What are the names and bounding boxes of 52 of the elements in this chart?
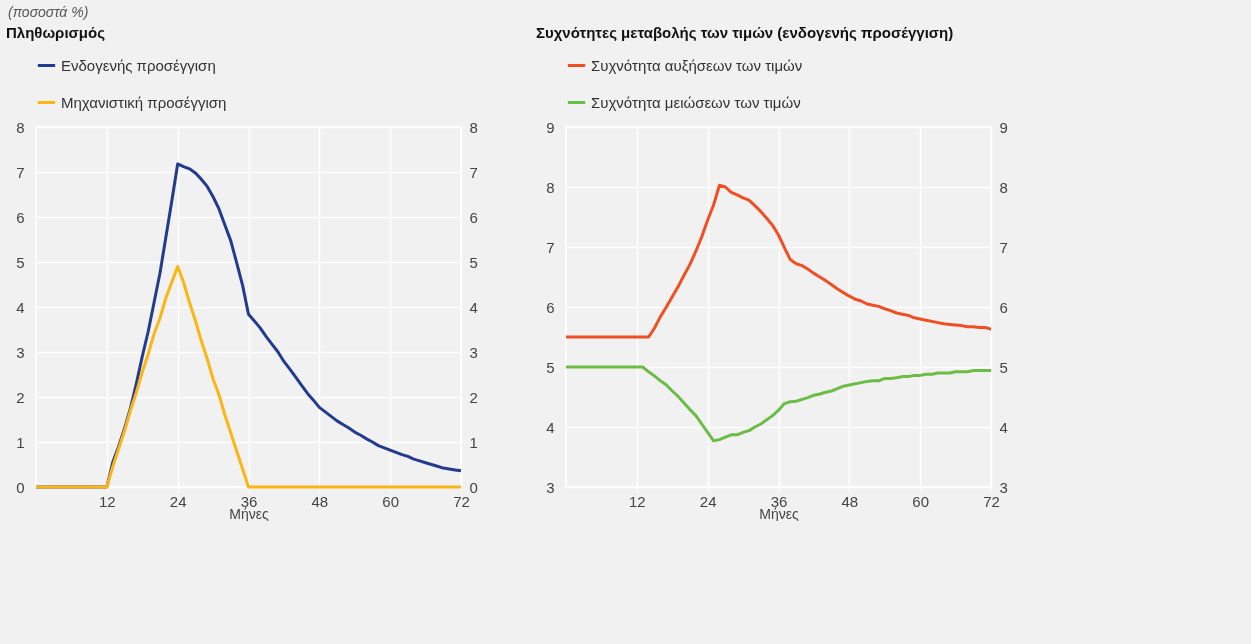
y2-tick-label: 5	[999, 358, 1008, 376]
x-tick-label: 48	[841, 492, 859, 510]
legend-label: Ενδογενής προσέγγιση	[61, 56, 216, 74]
y-tick-label: 5	[16, 253, 25, 271]
y2-tick-label: 2	[469, 388, 478, 406]
y2-tick-label: 3	[469, 343, 478, 361]
x-tick-label: 24	[169, 492, 187, 510]
y-tick-label: 4	[16, 298, 25, 316]
x-tick-label: 72	[983, 492, 1000, 510]
y-tick-label: 8	[546, 178, 555, 196]
x-tick-label: 60	[382, 492, 400, 510]
y2-tick-label: 0	[469, 478, 478, 496]
y2-tick-label: 4	[999, 418, 1008, 436]
line-series	[564, 365, 993, 443]
y-tick-label: 6	[546, 298, 555, 316]
x-tick-label: 24	[699, 492, 717, 510]
y2-tick-label: 8	[469, 118, 478, 136]
y-tick-label: 6	[16, 208, 25, 226]
y2-tick-label: 9	[999, 118, 1008, 136]
line-series	[34, 265, 463, 489]
x-tick-label: 60	[912, 492, 930, 510]
chart-title: Πληθωρισμός	[6, 24, 106, 41]
y-tick-label: 7	[546, 238, 555, 256]
y2-tick-label: 6	[999, 298, 1008, 316]
text: (ποσοστά %)	[8, 4, 89, 20]
y2-tick-label: 8	[999, 178, 1008, 196]
legend-label: Συχνότητα αυξήσεων των τιμών	[591, 56, 803, 74]
x-tick-label: 12	[98, 492, 116, 510]
legend-label: Μηχανιστική προσέγγιση	[61, 93, 227, 111]
y-tick-label: 4	[546, 418, 555, 436]
y2-tick-label: 3	[999, 478, 1008, 496]
y-tick-label: 1	[16, 433, 25, 451]
legend-label: Συχνότητα μειώσεων των τιμών	[591, 93, 801, 111]
chart-title: Συχνότητες μεταβολής των τιμών (ενδογενής προσέγγιση)	[536, 24, 954, 41]
y-tick-label: 9	[546, 118, 555, 136]
x-tick-label: 72	[453, 492, 470, 510]
x-tick-label: 48	[311, 492, 329, 510]
y-tick-label: 0	[16, 478, 25, 496]
y-tick-label: 3	[16, 343, 25, 361]
y2-tick-label: 6	[469, 208, 478, 226]
y2-tick-label: 5	[469, 253, 478, 271]
y2-tick-label: 4	[469, 298, 478, 316]
y2-tick-label: 7	[999, 238, 1008, 256]
y-tick-label: 2	[16, 388, 25, 406]
y2-tick-label: 1	[469, 433, 478, 451]
y-tick-label: 5	[546, 358, 555, 376]
y-tick-label: 7	[16, 163, 25, 181]
y-tick-label: 3	[546, 478, 555, 496]
line-series	[564, 183, 993, 339]
y-tick-label: 8	[16, 118, 25, 136]
y2-tick-label: 7	[469, 163, 478, 181]
x-tick-label: 12	[628, 492, 646, 510]
